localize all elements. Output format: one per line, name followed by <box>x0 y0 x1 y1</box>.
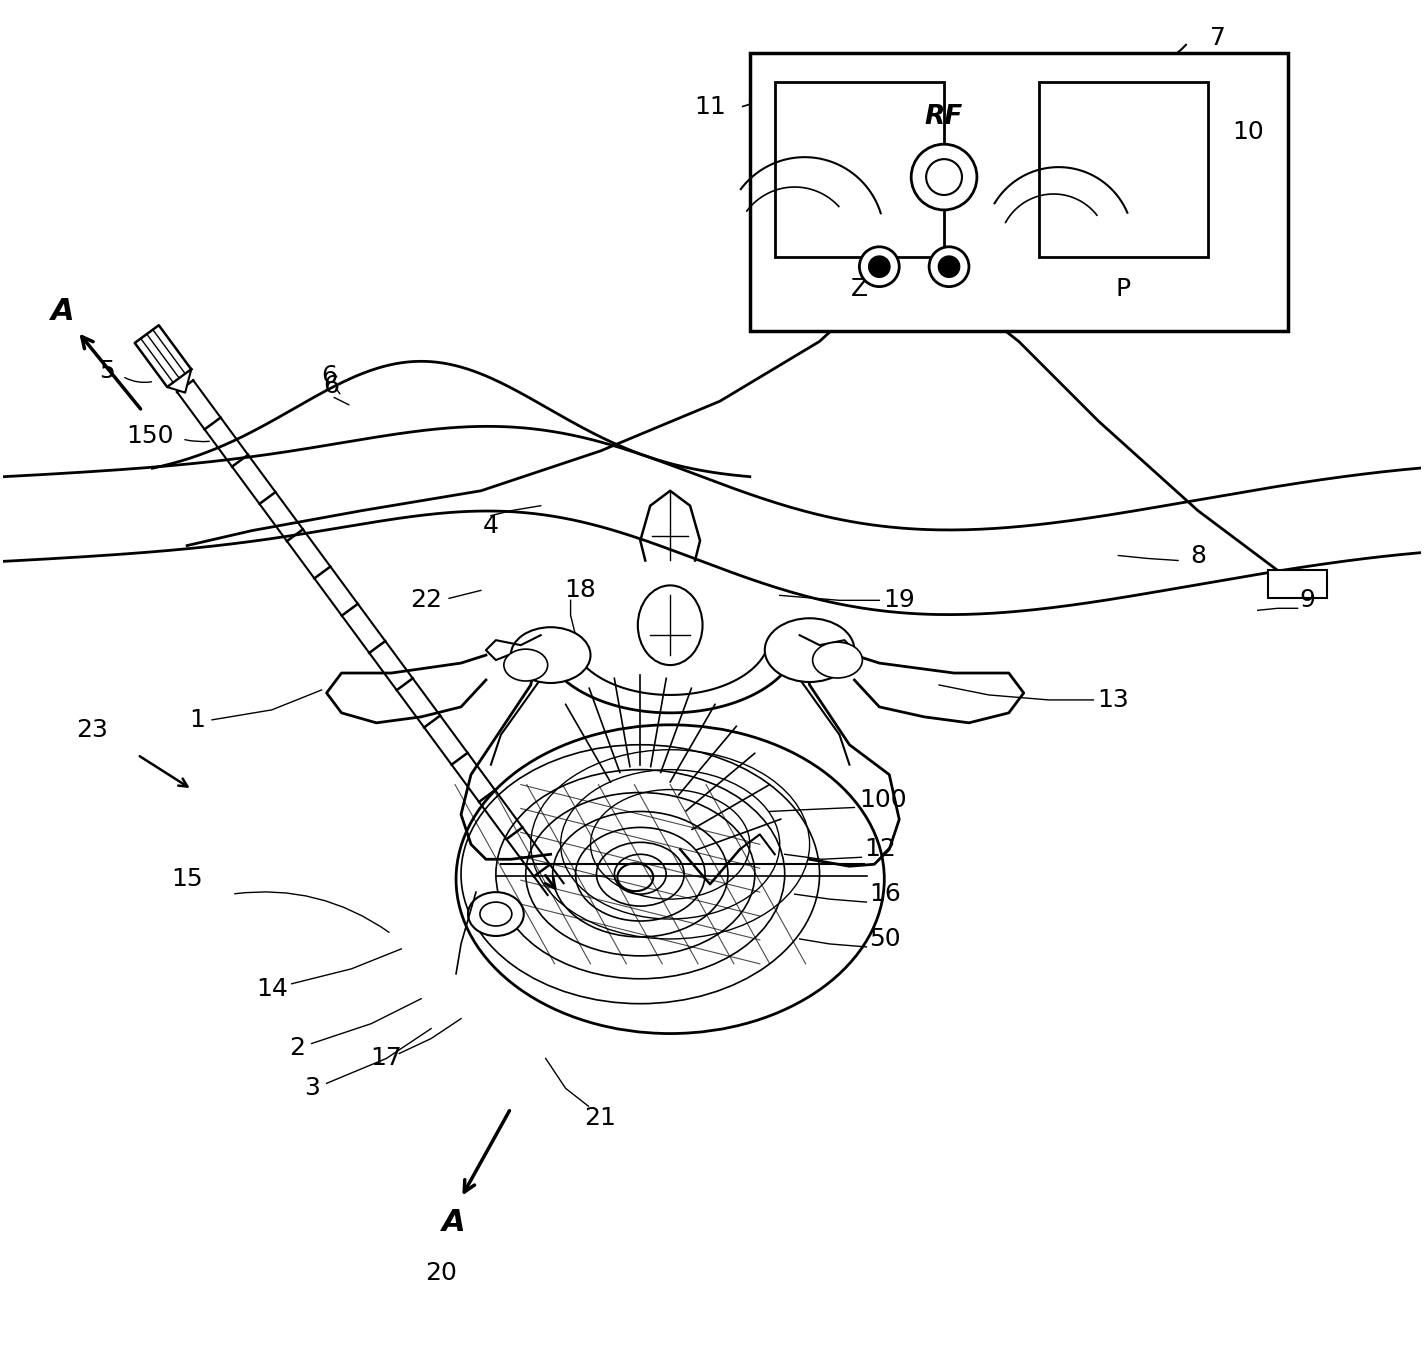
Ellipse shape <box>468 892 524 936</box>
Text: 10: 10 <box>1232 120 1263 144</box>
Text: 11: 11 <box>693 95 726 120</box>
Text: 50: 50 <box>870 928 901 951</box>
Text: 17: 17 <box>370 1046 402 1071</box>
Text: 21: 21 <box>584 1106 617 1130</box>
Ellipse shape <box>504 650 548 681</box>
Circle shape <box>926 159 963 195</box>
Polygon shape <box>135 326 191 387</box>
Text: 12: 12 <box>864 838 896 861</box>
Ellipse shape <box>638 586 702 665</box>
Bar <box>1038 83 1208 257</box>
Text: 6: 6 <box>322 364 337 388</box>
Text: 19: 19 <box>883 588 916 613</box>
Text: Z: Z <box>850 276 869 301</box>
Text: 5: 5 <box>100 360 115 383</box>
Text: RF: RF <box>926 105 963 131</box>
Text: 18: 18 <box>564 579 597 602</box>
Bar <box>775 83 944 257</box>
Text: 3: 3 <box>303 1076 319 1100</box>
Circle shape <box>928 247 968 286</box>
Ellipse shape <box>480 902 511 926</box>
Circle shape <box>870 257 889 276</box>
Text: 2: 2 <box>289 1036 305 1061</box>
Circle shape <box>911 144 977 210</box>
Text: 15: 15 <box>171 868 204 891</box>
Text: 13: 13 <box>1098 688 1129 712</box>
Text: 9: 9 <box>1300 588 1316 613</box>
Polygon shape <box>854 655 1024 723</box>
Text: 150: 150 <box>127 424 174 448</box>
Ellipse shape <box>813 642 863 678</box>
Text: 6: 6 <box>323 375 339 398</box>
Bar <box>750 53 1287 331</box>
Circle shape <box>860 247 899 286</box>
Polygon shape <box>326 655 486 723</box>
Text: 4: 4 <box>483 513 498 538</box>
Ellipse shape <box>456 725 884 1034</box>
Text: 22: 22 <box>410 588 443 613</box>
Text: A: A <box>51 297 74 326</box>
Polygon shape <box>167 369 191 392</box>
Text: P: P <box>1116 276 1131 301</box>
Text: 7: 7 <box>1210 26 1226 49</box>
Text: A: A <box>443 1208 466 1237</box>
Circle shape <box>938 257 958 276</box>
Ellipse shape <box>511 628 591 682</box>
Ellipse shape <box>618 864 654 891</box>
Text: 16: 16 <box>870 883 901 906</box>
Text: 8: 8 <box>1190 543 1206 568</box>
Text: 20: 20 <box>426 1261 457 1284</box>
Text: 100: 100 <box>860 787 907 812</box>
Bar <box>1267 571 1327 598</box>
Ellipse shape <box>765 618 854 682</box>
Text: 14: 14 <box>256 977 288 1001</box>
Text: 1: 1 <box>189 708 205 731</box>
Text: 23: 23 <box>77 718 108 742</box>
